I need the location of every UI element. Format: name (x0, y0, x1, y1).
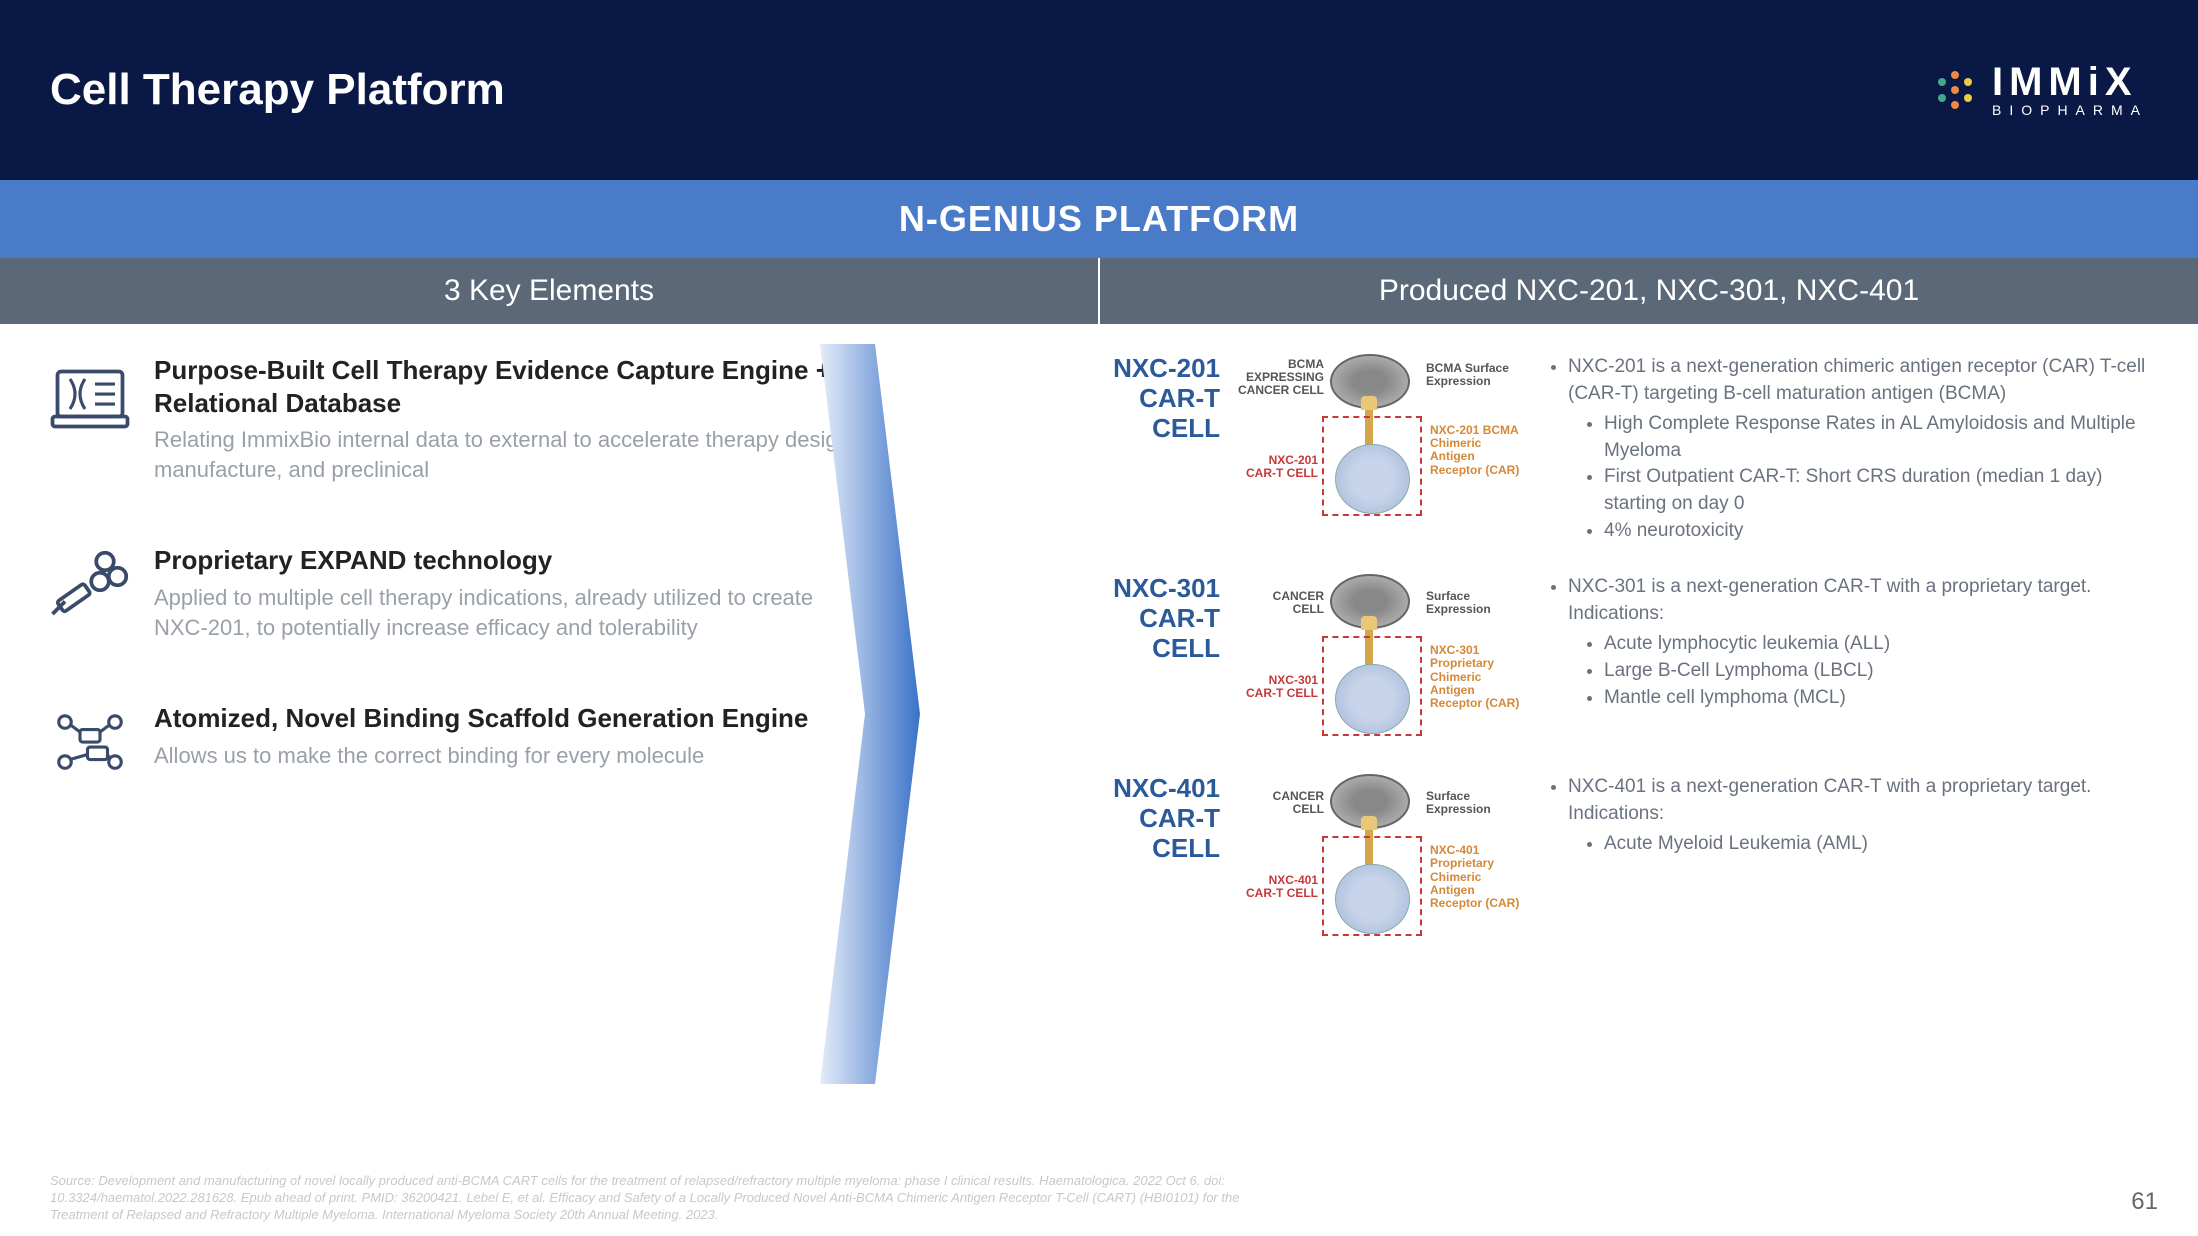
page-number: 61 (2131, 1188, 2158, 1216)
diag-top-label: BCMA EXPRESSING CANCER CELL (1234, 358, 1324, 398)
product-text: NXC-201 is a next-generation chimeric an… (1540, 354, 2168, 544)
product-bullet: Mantle cell lymphoma (MCL) (1604, 685, 2168, 712)
diag-cart-label: NXC-201 CAR-T CELL (1240, 454, 1318, 480)
element-title: Purpose-Built Cell Therapy Evidence Capt… (154, 354, 860, 419)
molecule-scaffold-icon (50, 702, 130, 782)
product-bullet: Large B-Cell Lymphoma (LBCL) (1604, 658, 2168, 685)
product-row: NXC-401 CAR-T CELL CANCER CELL Surface E… (1100, 774, 2168, 944)
product-bullet: Acute lymphocytic leukemia (ALL) (1604, 631, 2168, 658)
diag-cart-label: NXC-301 CAR-T CELL (1240, 674, 1318, 700)
product-intro: NXC-201 is a next-generation chimeric an… (1568, 356, 2145, 404)
company-logo: IMMiX BIOPHARMA (1930, 62, 2148, 118)
product-bullet: 4% neurotoxicity (1604, 518, 2168, 545)
diag-surf-label: BCMA Surface Expression (1426, 362, 1516, 388)
diag-top-label: CANCER CELL (1240, 790, 1324, 816)
product-row: NXC-201 CAR-T CELL BCMA EXPRESSING CANCE… (1100, 354, 2168, 544)
product-intro: NXC-401 is a next-generation CAR-T with … (1568, 776, 2091, 824)
diag-top-label: CANCER CELL (1240, 590, 1324, 616)
content-area: Purpose-Built Cell Therapy Evidence Capt… (0, 324, 2198, 974)
platform-banner: N-GENIUS PLATFORM (0, 180, 2198, 258)
element-item: Atomized, Novel Binding Scaffold Generat… (50, 702, 860, 782)
logo-dots-icon (1930, 65, 1980, 115)
syringe-cells-icon (50, 544, 130, 624)
nxc401-diagram: CANCER CELL Surface Expression NXC-401 C… (1240, 774, 1520, 944)
logo-text: IMMiX (1992, 62, 2148, 102)
product-bullet: High Complete Response Rates in AL Amylo… (1604, 411, 2168, 464)
product-text: NXC-301 is a next-generation CAR-T with … (1540, 574, 2168, 711)
key-elements-column: Purpose-Built Cell Therapy Evidence Capt… (0, 324, 900, 974)
element-title: Proprietary EXPAND technology (154, 544, 860, 577)
element-desc: Relating ImmixBio internal data to exter… (154, 425, 860, 484)
slide-header: Cell Therapy Platform IMMiX BIOPHARMA (0, 0, 2198, 180)
logo-subtext: BIOPHARMA (1992, 102, 2148, 118)
product-text: NXC-401 is a next-generation CAR-T with … (1540, 774, 2168, 858)
subheader-left: 3 Key Elements (0, 258, 1100, 324)
element-title: Atomized, Novel Binding Scaffold Generat… (154, 702, 808, 735)
subheader-right: Produced NXC-201, NXC-301, NXC-401 (1100, 258, 2198, 324)
product-label: NXC-301 CAR-T CELL (1100, 574, 1220, 664)
products-column: NXC-201 CAR-T CELL BCMA EXPRESSING CANCE… (900, 324, 2198, 974)
diag-surf-label: Surface Expression (1426, 790, 1516, 816)
diag-recep-label: NXC-301 Proprietary Chimeric Antigen Rec… (1430, 644, 1520, 710)
subheader-row: 3 Key Elements Produced NXC-201, NXC-301… (0, 258, 2198, 324)
product-row: NXC-301 CAR-T CELL CANCER CELL Surface E… (1100, 574, 2168, 744)
product-bullet: Acute Myeloid Leukemia (AML) (1604, 831, 2168, 858)
database-dna-icon (50, 354, 130, 434)
diag-recep-label: NXC-401 Proprietary Chimeric Antigen Rec… (1430, 844, 1520, 910)
product-label: NXC-401 CAR-T CELL (1100, 774, 1220, 864)
product-bullet: First Outpatient CAR-T: Short CRS durati… (1604, 464, 2168, 517)
nxc301-diagram: CANCER CELL Surface Expression NXC-301 C… (1240, 574, 1520, 744)
element-item: Proprietary EXPAND technology Applied to… (50, 544, 860, 642)
diag-surf-label: Surface Expression (1426, 590, 1516, 616)
element-desc: Allows us to make the correct binding fo… (154, 741, 808, 771)
product-intro: NXC-301 is a next-generation CAR-T with … (1568, 576, 2091, 624)
product-label: NXC-201 CAR-T CELL (1100, 354, 1220, 444)
diag-cart-label: NXC-401 CAR-T CELL (1240, 874, 1318, 900)
element-desc: Applied to multiple cell therapy indicat… (154, 583, 860, 642)
diag-recep-label: NXC-201 BCMA Chimeric Antigen Receptor (… (1430, 424, 1520, 477)
page-title: Cell Therapy Platform (50, 65, 505, 115)
source-footnote: Source: Development and manufacturing of… (50, 1173, 1250, 1224)
nxc201-diagram: BCMA EXPRESSING CANCER CELL BCMA Surface… (1240, 354, 1520, 524)
arrow-divider-icon (820, 344, 920, 1084)
element-item: Purpose-Built Cell Therapy Evidence Capt… (50, 354, 860, 484)
